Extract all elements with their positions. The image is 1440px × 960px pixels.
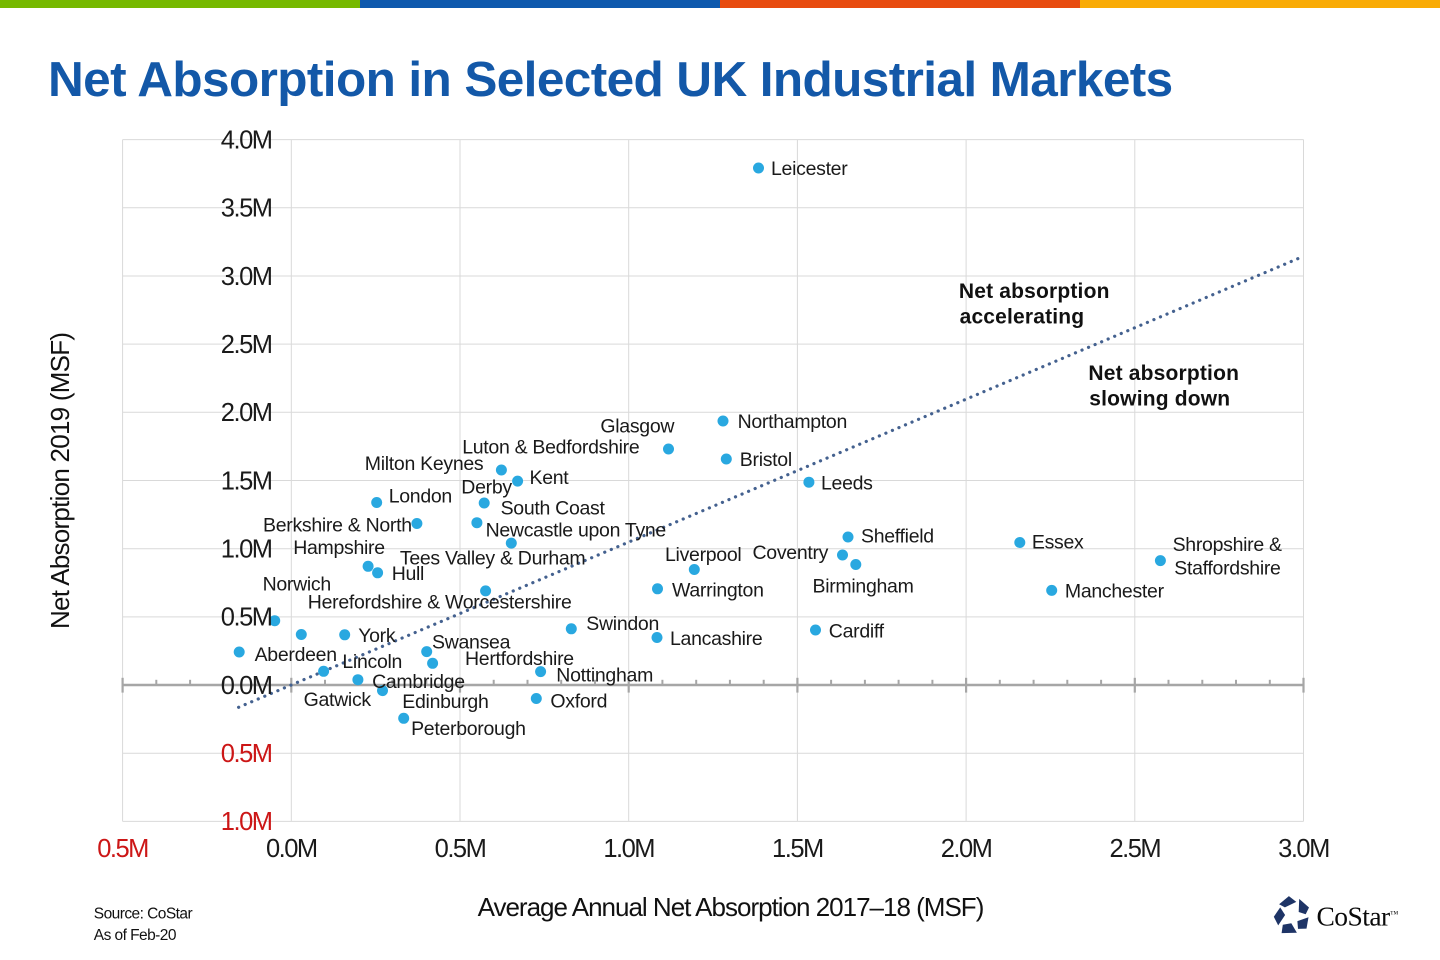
svg-text:accelerating: accelerating <box>960 306 1085 329</box>
svg-text:1.0M: 1.0M <box>221 808 272 836</box>
svg-text:1.0M: 1.0M <box>221 536 272 564</box>
svg-text:Kent: Kent <box>530 467 570 489</box>
svg-text:Birmingham: Birmingham <box>813 576 914 598</box>
svg-text:Swansea: Swansea <box>432 632 511 654</box>
svg-text:Hertfordshire: Hertfordshire <box>465 648 574 670</box>
svg-text:Berkshire & North: Berkshire & North <box>263 515 412 537</box>
svg-text:Manchester: Manchester <box>1065 581 1165 603</box>
svg-text:Net absorption: Net absorption <box>959 280 1110 303</box>
svg-text:Nottingham: Nottingham <box>556 665 653 687</box>
svg-text:1.5M: 1.5M <box>772 835 823 863</box>
svg-text:0.5M: 0.5M <box>221 604 272 632</box>
svg-text:2.5M: 2.5M <box>1109 835 1160 863</box>
svg-text:2.0M: 2.0M <box>221 399 272 427</box>
svg-text:1.5M: 1.5M <box>221 467 272 495</box>
svg-text:Hampshire: Hampshire <box>293 537 385 559</box>
svg-text:Cambridge: Cambridge <box>372 671 465 693</box>
svg-text:Liverpool: Liverpool <box>665 544 741 566</box>
svg-text:0.5M: 0.5M <box>435 835 486 863</box>
svg-text:0.5M: 0.5M <box>221 740 272 768</box>
svg-text:As of Feb-20: As of Feb-20 <box>94 927 177 944</box>
svg-text:Herefordshire & Worcestershire: Herefordshire & Worcestershire <box>308 592 572 614</box>
svg-text:London: London <box>389 485 452 507</box>
svg-text:Source: CoStar: Source: CoStar <box>94 905 193 922</box>
svg-text:3.0M: 3.0M <box>221 263 272 291</box>
svg-text:Tees Valley & Durham: Tees Valley & Durham <box>400 548 585 570</box>
svg-text:4.0M: 4.0M <box>221 126 272 154</box>
svg-text:Warrington: Warrington <box>672 579 764 601</box>
svg-text:Derby: Derby <box>461 476 512 498</box>
svg-text:Peterborough: Peterborough <box>411 718 526 740</box>
svg-text:Coventry: Coventry <box>753 542 829 564</box>
svg-text:0.5M: 0.5M <box>97 835 148 863</box>
svg-text:Lancashire: Lancashire <box>670 628 762 650</box>
svg-text:™: ™ <box>1390 909 1398 919</box>
svg-text:Average Annual Net Absorption: Average Annual Net Absorption 2017–18 (M… <box>478 892 984 922</box>
svg-text:3.0M: 3.0M <box>1278 835 1329 863</box>
svg-text:slowing down: slowing down <box>1089 388 1230 411</box>
svg-text:Northampton: Northampton <box>738 411 847 433</box>
svg-text:Aberdeen: Aberdeen <box>255 644 337 666</box>
svg-text:1.0M: 1.0M <box>603 835 654 863</box>
svg-text:Essex: Essex <box>1032 532 1084 554</box>
svg-text:Gatwick: Gatwick <box>304 689 372 711</box>
svg-text:Swindon: Swindon <box>586 613 659 635</box>
svg-text:0.0M: 0.0M <box>221 672 272 700</box>
svg-text:Leeds: Leeds <box>821 473 873 495</box>
svg-text:Milton Keynes: Milton Keynes <box>365 453 484 475</box>
svg-text:Staffordshire: Staffordshire <box>1174 557 1280 579</box>
svg-text:Leicester: Leicester <box>771 158 848 180</box>
svg-text:Cardiff: Cardiff <box>829 621 885 643</box>
svg-text:South Coast: South Coast <box>501 497 606 519</box>
svg-text:2.0M: 2.0M <box>941 835 992 863</box>
svg-text:Shropshire &: Shropshire & <box>1173 534 1282 556</box>
svg-text:3.5M: 3.5M <box>221 195 272 223</box>
svg-text:Glasgow: Glasgow <box>600 416 675 438</box>
svg-text:0.0M: 0.0M <box>266 835 317 863</box>
svg-text:Oxford: Oxford <box>550 690 607 712</box>
svg-text:Net absorption: Net absorption <box>1088 362 1239 385</box>
svg-text:Lincoln: Lincoln <box>342 651 402 673</box>
svg-text:Newcastle upon Tyne: Newcastle upon Tyne <box>486 519 666 541</box>
svg-text:York: York <box>358 625 396 647</box>
svg-text:Norwich: Norwich <box>263 574 331 596</box>
svg-text:Net Absorption 2019 (MSF): Net Absorption 2019 (MSF) <box>45 333 75 629</box>
svg-text:Luton & Bedfordshire: Luton & Bedfordshire <box>462 437 639 459</box>
svg-text:Sheffield: Sheffield <box>861 526 934 548</box>
svg-text:Hull: Hull <box>392 563 424 585</box>
svg-text:CoStar: CoStar <box>1317 901 1390 932</box>
svg-text:2.5M: 2.5M <box>221 331 272 359</box>
svg-text:Bristol: Bristol <box>740 449 792 471</box>
svg-text:Edinburgh: Edinburgh <box>402 691 488 713</box>
